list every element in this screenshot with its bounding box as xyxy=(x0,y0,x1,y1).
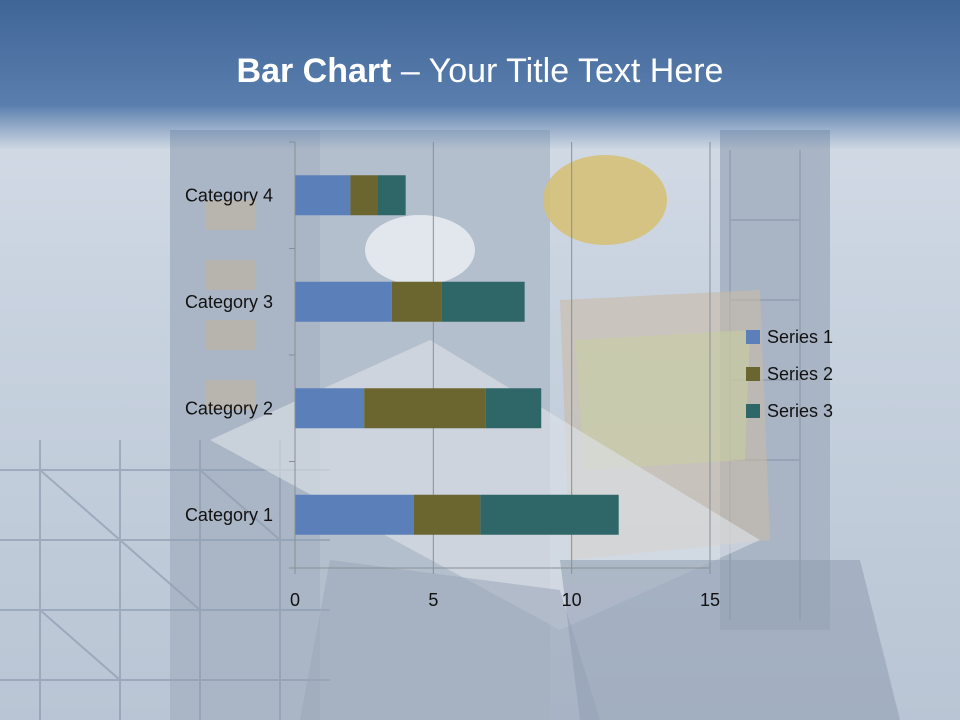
category-label: Category 1 xyxy=(185,505,273,525)
legend-swatch xyxy=(746,330,760,344)
legend-label: Series 1 xyxy=(767,327,833,347)
category-label: Category 4 xyxy=(185,185,273,205)
slide-title-rest: – Your Title Text Here xyxy=(391,52,724,90)
legend-swatch xyxy=(746,367,760,381)
bar-segment xyxy=(378,175,406,216)
x-tick-label: 0 xyxy=(290,590,300,610)
bar-segment xyxy=(295,494,414,535)
bar-segment xyxy=(391,281,442,322)
bar-segment xyxy=(350,175,378,216)
bar-segment xyxy=(295,388,365,429)
x-tick-label: 5 xyxy=(428,590,438,610)
x-tick-label: 15 xyxy=(700,590,720,610)
legend-swatch xyxy=(746,404,760,418)
axis-layer: 0 5 10 15 Category 1 Category 2 Category 3 Cate… xyxy=(185,141,720,610)
bar-segment xyxy=(485,388,542,429)
slide-title: Bar Chart – Your Title Text Here xyxy=(0,52,960,91)
bars-layer xyxy=(295,175,619,535)
bar-segment xyxy=(413,494,481,535)
legend-label: Series 2 xyxy=(767,364,833,384)
bar-segment xyxy=(364,388,486,429)
category-label: Category 2 xyxy=(185,398,273,418)
x-tick-label: 10 xyxy=(562,590,582,610)
bar-segment xyxy=(295,175,351,216)
slide-title-bold: Bar Chart xyxy=(236,52,392,90)
bar-segment xyxy=(480,494,619,535)
legend-label: Series 3 xyxy=(767,401,833,421)
category-label: Category 3 xyxy=(185,292,273,312)
bar-segment xyxy=(295,281,392,322)
legend: Series 1 Series 2 Series 3 xyxy=(746,327,833,421)
header-band xyxy=(0,0,960,150)
bar-segment xyxy=(441,281,525,322)
